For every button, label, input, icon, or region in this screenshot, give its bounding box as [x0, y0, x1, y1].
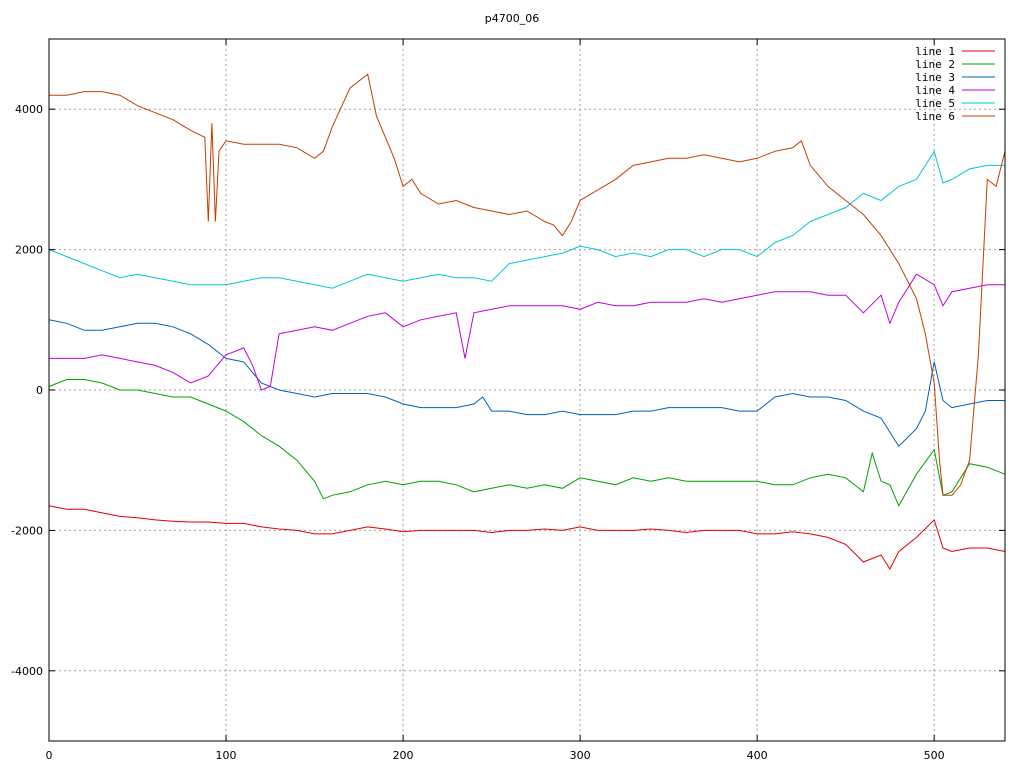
plot-frame: [48, 38, 1006, 742]
series-lines: [48, 73, 1006, 571]
grid: [49, 39, 1005, 741]
x-tick-label: 100: [216, 749, 237, 762]
series-line-4: [49, 273, 1005, 391]
x-tick-label: 200: [393, 749, 414, 762]
legend-label: line 5: [915, 97, 955, 110]
legend-label: line 4: [915, 84, 955, 97]
axes: 0 100 200 300 400 500 -4000 -2000 0 2000 4000: [11, 39, 1005, 762]
y-tick-label: -4000: [11, 665, 43, 678]
series-line-3: [48, 319, 1005, 447]
legend-label: line 2: [915, 58, 955, 71]
y-tick-label: -2000: [11, 524, 43, 537]
y-tick-label: 2000: [15, 244, 43, 257]
x-tick-label: 500: [924, 749, 945, 762]
y-tick-label: 0: [36, 384, 43, 397]
legend-label: line 3: [915, 71, 955, 84]
y-tick-label: 4000: [15, 103, 43, 116]
x-tick-label: 0: [46, 749, 53, 762]
legend-label: line 1: [915, 45, 955, 58]
x-tick-label: 400: [747, 749, 768, 762]
series-line-5: [48, 150, 1005, 289]
series-line-2: [48, 379, 1006, 507]
series-line-6: [49, 73, 1006, 496]
x-tick-label: 300: [570, 749, 591, 762]
chart-title: p4700_06: [485, 12, 539, 25]
legend-label: line 6: [915, 110, 955, 123]
series-line-1: [48, 505, 1006, 571]
